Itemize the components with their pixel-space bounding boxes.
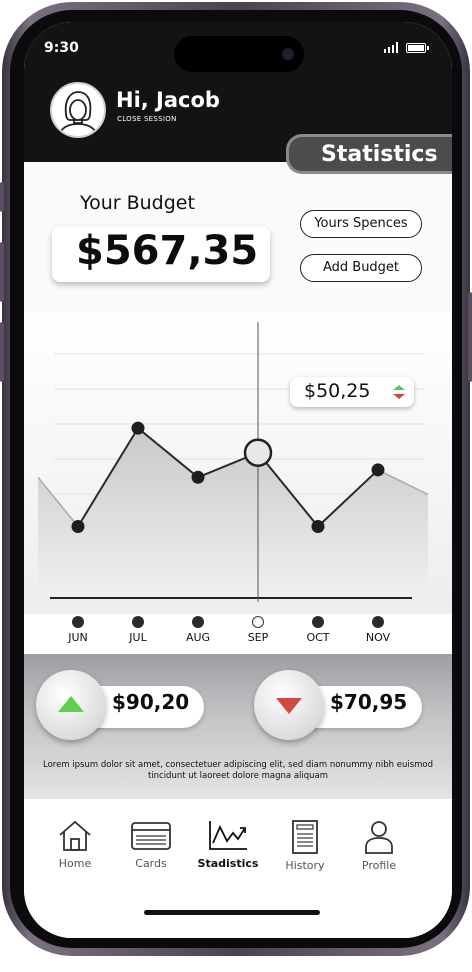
chart-point bbox=[131, 421, 145, 435]
chart-left-edge bbox=[37, 476, 79, 527]
chart-area-fill bbox=[38, 428, 428, 598]
close-session-link[interactable]: CLOSE SESSION bbox=[117, 115, 177, 123]
month-dot bbox=[72, 616, 84, 628]
chart-point bbox=[311, 520, 325, 533]
add-budget-button[interactable]: Add Budget bbox=[300, 254, 422, 282]
status-icons bbox=[384, 42, 429, 53]
up-triangle-icon bbox=[58, 696, 84, 712]
camera bbox=[282, 48, 294, 60]
budget-section: Your Budget $567,35 Yours Spences Add Bu… bbox=[24, 162, 452, 312]
chart-right-edge bbox=[377, 469, 429, 496]
month-dot bbox=[372, 616, 384, 628]
nav-statistics[interactable]: Stadistics bbox=[192, 819, 264, 870]
chart-series-line bbox=[77, 426, 379, 528]
nav-cards-label: Cards bbox=[135, 857, 167, 870]
yours-spences-button[interactable]: Yours Spences bbox=[300, 210, 422, 238]
side-button bbox=[0, 182, 4, 212]
month-sep[interactable]: SEP bbox=[238, 616, 278, 644]
increase-button[interactable] bbox=[36, 670, 106, 740]
month-label: AUG bbox=[185, 631, 211, 644]
nav-profile[interactable]: Profile bbox=[344, 819, 414, 872]
highlight-price-tag: $50,25 bbox=[290, 377, 414, 407]
card-icon bbox=[131, 822, 171, 850]
nav-cards[interactable]: Cards bbox=[116, 819, 186, 870]
chart-point bbox=[371, 463, 385, 477]
month-dot bbox=[312, 616, 324, 628]
avatar[interactable] bbox=[50, 82, 106, 138]
month-nov[interactable]: NOV bbox=[358, 616, 398, 644]
nav-history[interactable]: History bbox=[270, 819, 340, 872]
month-dot bbox=[132, 616, 144, 628]
month-oct[interactable]: OCT bbox=[298, 616, 338, 644]
chart-point bbox=[71, 520, 85, 533]
nav-home[interactable]: Home bbox=[40, 819, 110, 870]
nav-history-label: History bbox=[285, 859, 325, 872]
status-time: 9:30 bbox=[44, 40, 79, 56]
document-icon bbox=[292, 820, 318, 854]
power-button bbox=[468, 292, 472, 382]
month-jul[interactable]: JUL bbox=[118, 616, 158, 644]
month-label: OCT bbox=[306, 631, 330, 644]
volume-up-button bbox=[0, 242, 4, 302]
chart-point-highlight bbox=[243, 438, 273, 467]
nav-home-label: Home bbox=[58, 857, 92, 870]
budget-amount: $567,35 bbox=[52, 226, 270, 282]
home-indicator[interactable] bbox=[144, 910, 320, 915]
nav-statistics-label: Stadistics bbox=[197, 857, 259, 870]
statistics-tab[interactable]: Statistics bbox=[286, 134, 452, 174]
month-label: JUN bbox=[68, 631, 88, 644]
home-icon bbox=[59, 820, 91, 851]
down-value: $70,95 bbox=[330, 690, 408, 714]
down-triangle-icon bbox=[276, 698, 302, 714]
nav-profile-label: Profile bbox=[361, 859, 397, 872]
month-dot bbox=[252, 616, 264, 628]
budget-title: Your Budget bbox=[80, 192, 195, 214]
signal-icon bbox=[384, 42, 398, 53]
battery-icon bbox=[406, 42, 429, 53]
chart-point bbox=[191, 470, 205, 484]
chart-area bbox=[24, 312, 452, 614]
month-label: JUL bbox=[129, 631, 147, 644]
month-aug[interactable]: AUG bbox=[178, 616, 218, 644]
month-label: NOV bbox=[365, 631, 391, 644]
up-value: $90,20 bbox=[112, 690, 190, 714]
month-axis: JUN JUL AUG SEP OCT NOV bbox=[24, 614, 452, 654]
person-icon bbox=[365, 821, 393, 854]
decrease-button[interactable] bbox=[254, 670, 324, 740]
user-avatar-icon bbox=[59, 91, 97, 136]
greeting: Hi, Jacob bbox=[116, 88, 220, 112]
month-jun[interactable]: JUN bbox=[58, 616, 98, 644]
volume-down-button bbox=[0, 322, 4, 382]
month-label: SEP bbox=[247, 631, 269, 644]
description-text: Lorem ipsum dolor sit amet, consectetuer… bbox=[42, 760, 434, 781]
bottom-nav: Home Cards Stadistics bbox=[24, 799, 452, 938]
highlight-price: $50,25 bbox=[304, 380, 371, 402]
screen: 9:30 Hi, Jacob CLOSE SESSION Your Budget… bbox=[24, 22, 452, 938]
chart-line-icon bbox=[209, 821, 247, 850]
month-dot bbox=[192, 616, 204, 628]
up-down-arrows-icon bbox=[393, 385, 405, 399]
budget-chart bbox=[24, 312, 452, 614]
